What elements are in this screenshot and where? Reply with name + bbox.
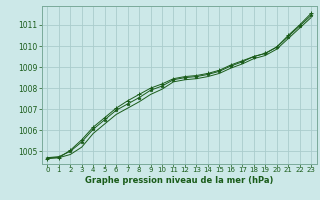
X-axis label: Graphe pression niveau de la mer (hPa): Graphe pression niveau de la mer (hPa) bbox=[85, 176, 273, 185]
